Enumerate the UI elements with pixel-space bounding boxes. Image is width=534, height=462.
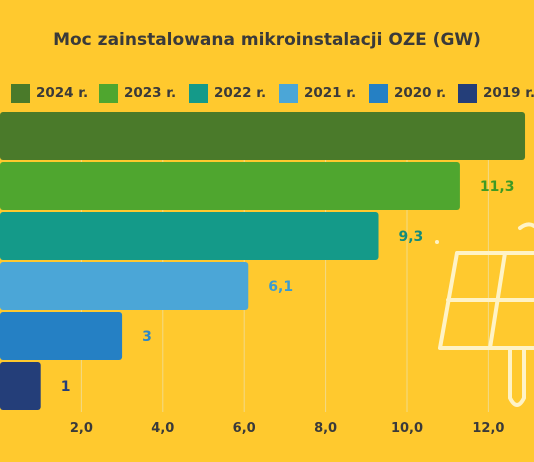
value-label: 1 (61, 379, 71, 395)
legend-label: 2020 r. (394, 85, 447, 101)
legend-item-2022: 2022 r. (189, 80, 266, 106)
legend-swatch (189, 83, 208, 103)
value-labels: 11,3 9,3 6,1 3 1 (61, 179, 515, 395)
x-tick-label: 2,0 (70, 421, 93, 436)
x-tick-label: 10,0 (391, 421, 423, 436)
x-tick-label: 4,0 (151, 421, 174, 436)
legend-item-2021: 2021 r. (279, 80, 356, 106)
legend-swatch (279, 83, 298, 103)
legend-label: 2024 r. (36, 85, 89, 101)
value-label: 3 (142, 329, 152, 345)
bar (0, 212, 379, 260)
legend-label: 2021 r. (304, 85, 357, 101)
legend-item-2023: 2023 r. (99, 80, 176, 106)
value-label: 6,1 (268, 279, 293, 295)
bars (0, 112, 526, 410)
bar (0, 112, 526, 160)
chart-legend: 2024 r. 2023 r. 2022 r. 2021 r. 2020 r. … (0, 80, 534, 106)
legend-swatch (11, 83, 30, 103)
x-axis-ticks: 2,0 4,0 6,0 8,0 10,0 12,0 (70, 421, 505, 436)
sparkle-dot (435, 240, 439, 244)
bar (0, 312, 123, 360)
legend-swatch (99, 83, 118, 103)
legend-item-2019: 2019 r. (458, 80, 534, 106)
legend-label: 2022 r. (214, 85, 267, 101)
bar (0, 262, 249, 310)
solar-panel-icon (438, 222, 534, 407)
legend-swatch (458, 83, 477, 103)
legend-item-2020: 2020 r. (369, 80, 446, 106)
legend-swatch (369, 83, 388, 103)
x-tick-label: 6,0 (233, 421, 256, 436)
bar (0, 162, 460, 210)
legend-item-2024: 2024 r. (11, 80, 88, 106)
legend-label: 2019 r. (483, 85, 534, 101)
value-label: 9,3 (399, 229, 424, 245)
bar (0, 362, 41, 410)
x-tick-label: 12,0 (472, 421, 504, 436)
chart-title: Moc zainstalowana mikroinstalacji OZE (G… (53, 30, 481, 50)
legend-label: 2023 r. (124, 85, 177, 101)
x-tick-label: 8,0 (314, 421, 337, 436)
value-label: 11,3 (480, 179, 515, 195)
